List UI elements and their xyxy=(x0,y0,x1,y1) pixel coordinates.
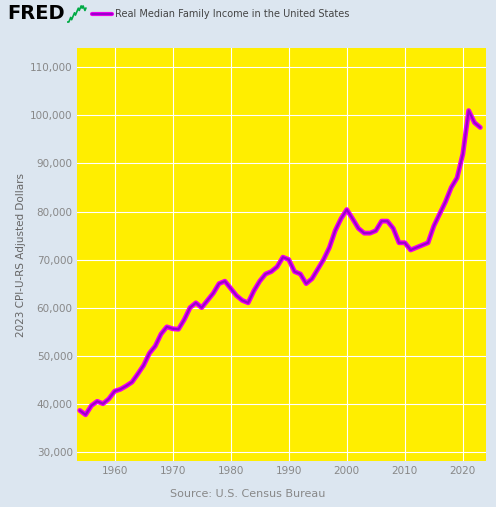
Text: Source: U.S. Census Bureau: Source: U.S. Census Bureau xyxy=(170,489,326,499)
Text: FRED: FRED xyxy=(7,4,65,22)
Text: Real Median Family Income in the United States: Real Median Family Income in the United … xyxy=(115,9,350,19)
Y-axis label: 2023 CPI-U-RS Adjusted Dollars: 2023 CPI-U-RS Adjusted Dollars xyxy=(16,173,26,337)
